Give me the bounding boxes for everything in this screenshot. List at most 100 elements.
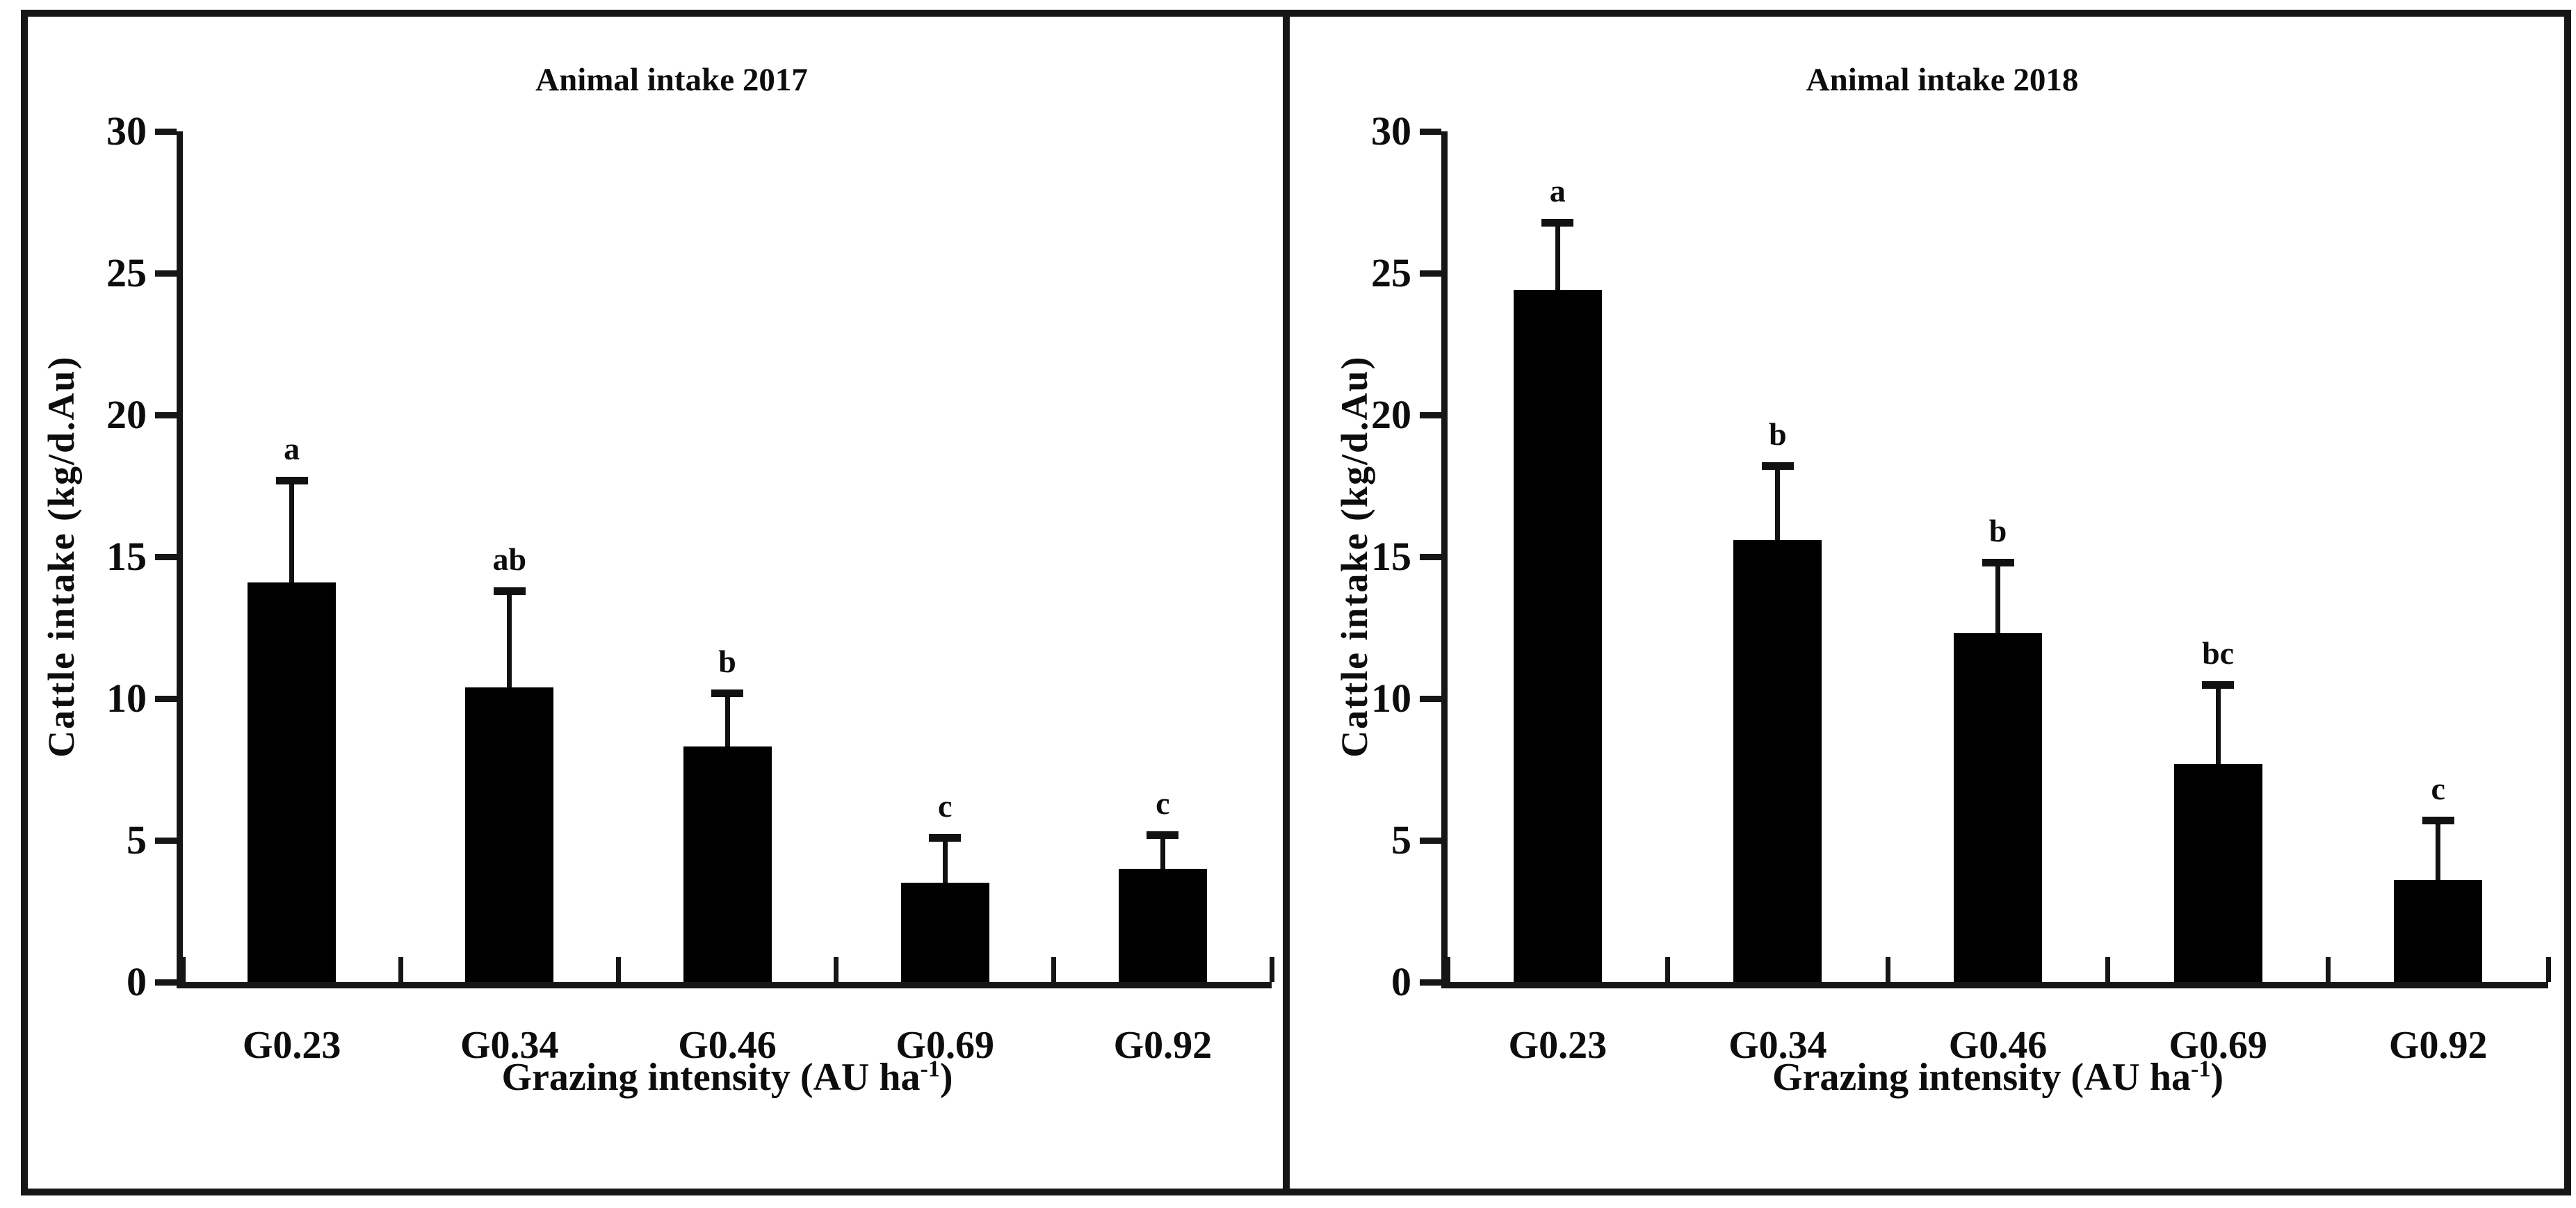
significance-letter: bc bbox=[2202, 635, 2235, 671]
x-axis-title-2018: Grazing intensity (AU ha-1) bbox=[1448, 1052, 2548, 1103]
bar bbox=[248, 582, 337, 982]
y-axis-tick bbox=[1420, 979, 1441, 986]
bar bbox=[2394, 880, 2483, 982]
error-bar-line bbox=[2215, 684, 2221, 764]
x-axis-tick bbox=[398, 957, 403, 982]
chart-title-2018: Animal intake 2018 bbox=[1806, 62, 2079, 98]
y-axis-tick-label: 30 bbox=[1371, 108, 1411, 154]
figure-border bbox=[21, 10, 2571, 1195]
x-axis-tick bbox=[2105, 957, 2111, 982]
error-bar-line bbox=[1555, 222, 1560, 291]
x-category-label: G0.92 bbox=[1113, 1024, 1213, 1067]
significance-letter: b bbox=[1988, 513, 2007, 549]
error-bar-line bbox=[1775, 466, 1781, 540]
error-bar-cap bbox=[1541, 218, 1574, 227]
error-bar-cap bbox=[275, 476, 308, 484]
x-category-label: G0.46 bbox=[1948, 1024, 2048, 1067]
x-axis-title-superscript: -1 bbox=[920, 1056, 940, 1082]
y-axis-tick bbox=[155, 696, 177, 702]
error-bar-cap bbox=[493, 587, 526, 595]
bar bbox=[900, 883, 989, 982]
bar bbox=[465, 687, 554, 982]
x-axis-title-text: Grazing intensity (AU ha bbox=[1772, 1056, 2191, 1099]
x-category-label: G0.46 bbox=[678, 1024, 777, 1067]
y-axis-tick-label: 0 bbox=[1391, 959, 1411, 1004]
x-axis-tick bbox=[2325, 957, 2331, 982]
y-axis-tick-label: 5 bbox=[127, 817, 147, 863]
error-bar-line bbox=[724, 692, 730, 747]
x-category-label: G0.34 bbox=[460, 1024, 559, 1067]
y-axis-tick bbox=[155, 838, 177, 844]
error-bar-line bbox=[507, 590, 512, 687]
y-axis-tick-label: 15 bbox=[106, 534, 147, 579]
significance-letter: ab bbox=[492, 541, 527, 577]
error-bar-line bbox=[1995, 562, 2000, 634]
y-axis-tick bbox=[155, 412, 177, 418]
x-axis-title-close-paren: ) bbox=[2210, 1056, 2223, 1099]
significance-letter: c bbox=[937, 787, 953, 824]
x-axis-tick bbox=[2545, 957, 2551, 982]
error-bar-cap bbox=[1982, 559, 2014, 567]
error-bar-cap bbox=[2202, 680, 2235, 689]
error-bar-cap bbox=[1147, 831, 1179, 839]
y-axis-tick-label: 25 bbox=[1371, 250, 1411, 295]
y-axis-tick bbox=[155, 270, 177, 277]
y-axis-tick bbox=[1420, 554, 1441, 560]
y-axis-tick-label: 15 bbox=[1371, 534, 1411, 579]
chart-title-2017: Animal intake 2017 bbox=[535, 62, 808, 98]
x-axis-title-superscript: -1 bbox=[2191, 1056, 2211, 1082]
x-axis-tick bbox=[615, 957, 621, 982]
error-bar-line bbox=[289, 480, 295, 582]
y-axis-tick bbox=[1420, 838, 1441, 844]
x-axis-title-2017: Grazing intensity (AU ha-1) bbox=[183, 1052, 1272, 1103]
error-bar-line bbox=[942, 837, 948, 883]
bar bbox=[1118, 868, 1207, 982]
x-axis-title-close-paren: ) bbox=[939, 1056, 953, 1099]
x-axis-tick bbox=[1885, 957, 1890, 982]
bar bbox=[2173, 763, 2262, 982]
y-axis-tick-label: 10 bbox=[1371, 676, 1411, 721]
x-axis-tick bbox=[834, 957, 839, 982]
y-axis-tick-label: 30 bbox=[106, 108, 147, 154]
bar bbox=[683, 746, 772, 982]
x-category-label: G0.69 bbox=[896, 1024, 994, 1067]
y-axis-tick-label: 10 bbox=[106, 676, 147, 721]
error-bar-cap bbox=[1761, 462, 1794, 471]
x-axis-title-text: Grazing intensity (AU ha bbox=[501, 1056, 921, 1099]
y-axis-tick-label: 0 bbox=[127, 959, 147, 1004]
error-bar-line bbox=[2436, 820, 2441, 881]
panel-divider bbox=[1283, 10, 1290, 1195]
x-category-label: G0.23 bbox=[1508, 1024, 1607, 1067]
significance-letter: a bbox=[1549, 172, 1566, 209]
significance-letter: b bbox=[1769, 416, 1787, 452]
x-axis-tick bbox=[1269, 957, 1274, 982]
x-axis-tick bbox=[1051, 957, 1057, 982]
x-category-label: G0.34 bbox=[1728, 1024, 1827, 1067]
x-category-label: G0.92 bbox=[2388, 1024, 2488, 1067]
error-bar-line bbox=[1160, 834, 1165, 869]
error-bar-cap bbox=[2422, 817, 2454, 825]
y-axis-tick-label: 25 bbox=[106, 250, 147, 295]
x-axis-tick bbox=[180, 957, 186, 982]
y-axis-tick bbox=[155, 979, 177, 986]
significance-letter: c bbox=[2431, 771, 2445, 807]
y-axis-tick-label: 20 bbox=[106, 392, 147, 437]
y-axis-tick-label: 20 bbox=[1371, 392, 1411, 437]
y-axis-tick-label: 5 bbox=[1391, 817, 1411, 863]
y-axis-tick bbox=[1420, 129, 1441, 135]
chart-panel-2018: Animal intake 2018 Grazing intensity (AU… bbox=[1371, 62, 2551, 1099]
error-bar-cap bbox=[929, 833, 962, 842]
x-axis-tick bbox=[1665, 957, 1671, 982]
y-axis-tick bbox=[1420, 412, 1441, 418]
error-bar-cap bbox=[711, 689, 743, 697]
x-category-label: G0.23 bbox=[242, 1024, 341, 1067]
x-axis-tick bbox=[1445, 957, 1450, 982]
y-axis-tick bbox=[1420, 696, 1441, 702]
significance-letter: a bbox=[284, 430, 300, 466]
significance-letter: b bbox=[718, 643, 736, 679]
bar bbox=[1733, 539, 1822, 982]
x-category-label: G0.69 bbox=[2169, 1024, 2267, 1067]
y-axis-tick bbox=[1420, 270, 1441, 277]
chart-panel-2017: Animal intake 2017 Grazing intensity (AU… bbox=[106, 62, 1274, 1099]
